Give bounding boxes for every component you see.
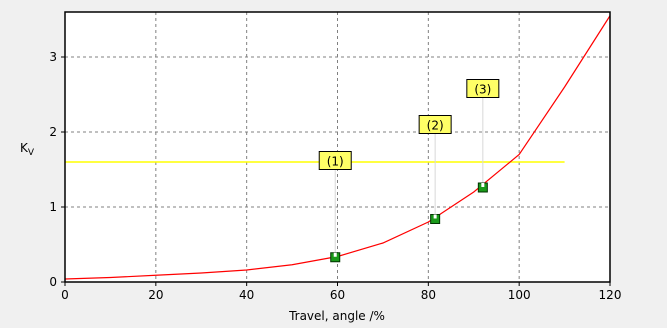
x-tick-label: 60 <box>330 288 345 302</box>
marker-label: (3) <box>474 83 491 97</box>
x-axis-ticks: 0 20 40 60 80 100 120 <box>61 282 621 302</box>
x-tick-label: 120 <box>599 288 622 302</box>
x-tick-label: 40 <box>239 288 254 302</box>
grid-lines <box>65 12 610 282</box>
marker-label: (2) <box>427 119 444 133</box>
data-marker-highlight <box>333 252 337 257</box>
y-tick-label: 3 <box>49 50 57 64</box>
x-tick-label: 100 <box>508 288 531 302</box>
y-axis-label: KV <box>20 141 35 158</box>
marker-label-box <box>418 115 452 134</box>
y-tick-label: 0 <box>49 275 57 289</box>
marker-label-box <box>318 151 352 170</box>
x-tick-label: 20 <box>148 288 163 302</box>
marker-label: (1) <box>327 155 344 169</box>
x-axis-label: Travel, angle /% <box>288 309 385 323</box>
markers <box>330 182 488 263</box>
marker-label-box <box>466 79 500 98</box>
y-axis-ticks: 0 1 2 3 <box>49 50 65 289</box>
x-tick-label: 80 <box>421 288 436 302</box>
y-axis-label-main: K <box>20 141 29 155</box>
marker-leader-lines <box>334 96 484 258</box>
y-tick-label: 1 <box>49 200 57 214</box>
data-marker-highlight <box>433 214 437 219</box>
data-marker-highlight <box>481 183 485 187</box>
y-axis-label-sub: V <box>28 148 35 158</box>
y-tick-label: 2 <box>49 125 57 139</box>
marker-labels: (1) (2) (3) <box>318 79 500 170</box>
x-tick-label: 0 <box>61 288 69 302</box>
